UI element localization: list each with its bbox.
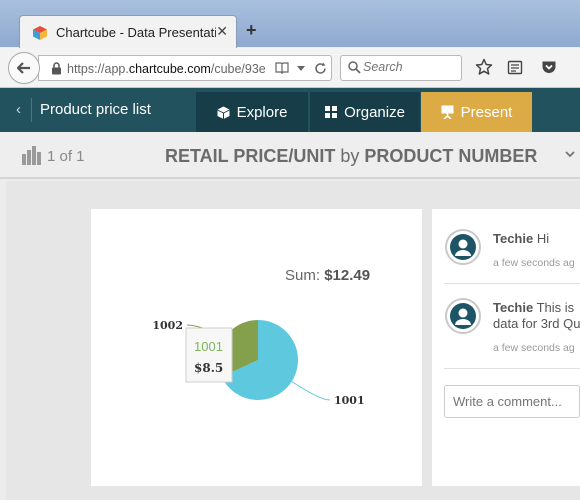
reader-view-icon[interactable] <box>275 62 289 74</box>
tab-title: Chartcube - Data Presentati... <box>56 25 216 40</box>
pocket-icon[interactable] <box>541 59 557 75</box>
browser-search-box[interactable] <box>340 55 462 81</box>
dropdown-arrow-icon[interactable] <box>297 66 305 71</box>
tab-present[interactable]: Present <box>421 92 532 132</box>
pie-chart[interactable]: 1001 1002 1001 $8.5 <box>150 300 365 420</box>
sum-label: Sum: $12.49 <box>285 267 371 284</box>
heading-measure: RETAIL PRICE/UNIT <box>165 146 336 166</box>
heading-by: by <box>340 146 360 166</box>
comment-time: a few seconds ag <box>493 257 575 269</box>
chart-tooltip <box>185 327 233 383</box>
browser-search-input[interactable] <box>363 60 457 74</box>
search-icon <box>348 61 361 74</box>
header-divider <box>31 98 32 122</box>
lock-icon <box>52 62 61 75</box>
chartcube-logo-icon <box>33 26 47 40</box>
back-arrow-icon <box>17 62 30 74</box>
grid-icon <box>325 106 338 118</box>
comment-text: Techie This is data for 3rd Qu <box>493 300 580 332</box>
url-bar[interactable]: https://app.chartcube.com/cube/93e <box>38 55 332 81</box>
tab-present-label: Present <box>460 103 513 121</box>
presentation-icon <box>441 105 454 119</box>
user-icon <box>455 308 471 325</box>
cube-icon <box>217 106 230 119</box>
tab-organize[interactable]: Organize <box>310 92 420 132</box>
browser-tab-strip: Chartcube - Data Presentati... ✕ + <box>0 0 580 49</box>
chevron-down-icon[interactable] <box>565 151 575 158</box>
comment-divider <box>444 283 580 284</box>
dataset-title[interactable]: Product price list <box>40 101 151 118</box>
slide-counter: 1 of 1 <box>47 148 85 165</box>
sum-value: $12.49 <box>324 267 371 284</box>
avatar <box>445 229 481 265</box>
pie-label: 1001 <box>334 394 365 407</box>
comment-author: Techie <box>493 300 534 315</box>
tooltip-category: 1001 <box>194 339 223 354</box>
tab-explore[interactable]: Explore <box>196 92 308 132</box>
comments-panel: Techie Hi a few seconds ag Techie This i… <box>432 209 580 486</box>
bar-chart-icon <box>22 146 41 165</box>
pie-slice-1001[interactable] <box>221 320 298 400</box>
bookmark-star-icon[interactable] <box>475 58 493 76</box>
comment-body: Hi <box>536 231 550 246</box>
comment-text: Techie Hi <box>493 231 580 247</box>
app-header: ‹ Product price list Explore Organize Pr… <box>0 88 580 132</box>
browser-tab[interactable]: Chartcube - Data Presentati... ✕ <box>19 15 237 49</box>
browser-nav-bar: https://app.chartcube.com/cube/93e <box>0 48 580 88</box>
slide-subheader: 1 of 1 RETAIL PRICE/UNIT by PRODUCT NUMB… <box>0 132 580 179</box>
url-text: https://app.chartcube.com/cube/93e <box>67 62 266 76</box>
comment-input[interactable] <box>444 385 580 418</box>
comment-body: This is data for 3rd Qu <box>493 300 580 331</box>
tab-explore-label: Explore <box>236 103 288 121</box>
heading-dimension: PRODUCT NUMBER <box>364 146 538 166</box>
reload-icon[interactable] <box>314 62 327 75</box>
comment-time: a few seconds ag <box>493 342 575 354</box>
app-back-icon[interactable]: ‹ <box>16 101 21 118</box>
back-button[interactable] <box>8 52 40 84</box>
pie-label: 1002 <box>152 319 183 332</box>
tab-organize-label: Organize <box>344 103 405 121</box>
avatar <box>445 298 481 334</box>
user-icon <box>455 239 471 256</box>
pie-leader-line <box>291 381 331 401</box>
new-tab-button[interactable]: + <box>246 20 257 40</box>
close-tab-icon[interactable]: ✕ <box>216 23 228 39</box>
tooltip-value: $8.5 <box>194 361 223 375</box>
comment-divider <box>444 368 580 369</box>
chart-heading[interactable]: RETAIL PRICE/UNIT by PRODUCT NUMBER <box>165 146 537 167</box>
comment-author: Techie <box>493 231 534 246</box>
reading-list-icon[interactable] <box>507 59 523 75</box>
